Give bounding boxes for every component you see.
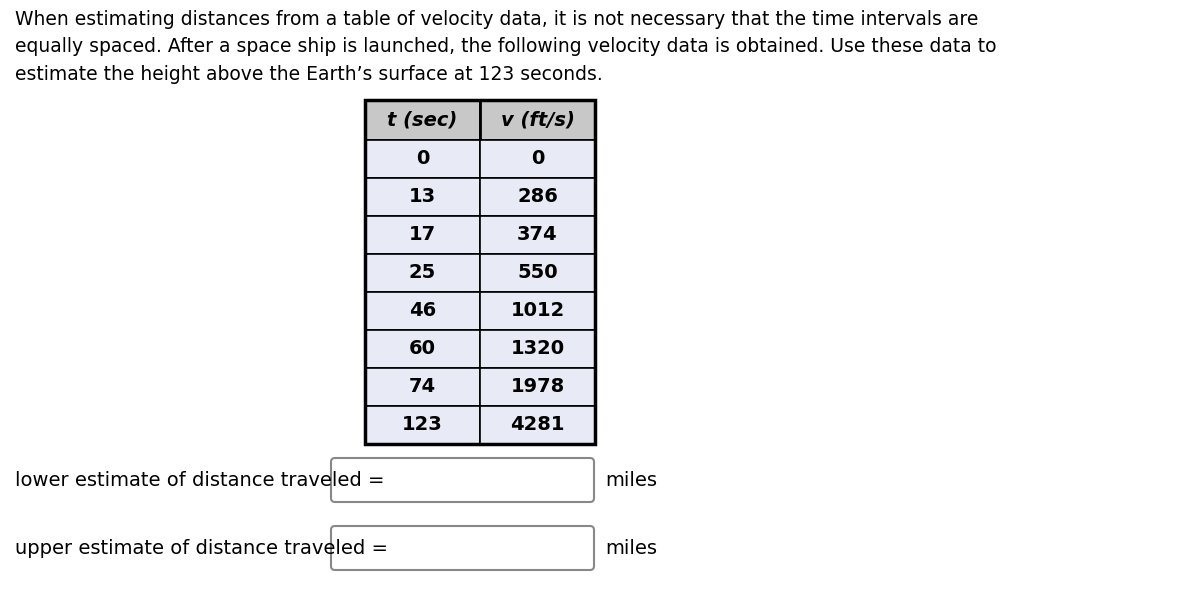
Text: miles: miles (605, 539, 658, 558)
Text: 25: 25 (409, 264, 436, 283)
Text: 74: 74 (409, 378, 436, 397)
Text: When estimating distances from a table of velocity data, it is not necessary tha: When estimating distances from a table o… (14, 10, 996, 84)
Text: 550: 550 (517, 264, 558, 283)
Text: 4281: 4281 (510, 415, 565, 434)
Bar (480, 292, 595, 330)
Bar (365, 100, 480, 140)
Text: 0: 0 (416, 150, 430, 169)
Bar (480, 330, 595, 368)
Text: 0: 0 (530, 150, 544, 169)
Text: 17: 17 (409, 226, 436, 245)
Text: t (sec): t (sec) (388, 110, 457, 129)
Bar (365, 254, 480, 292)
Bar (365, 406, 480, 444)
Bar (480, 100, 595, 140)
Text: miles: miles (605, 470, 658, 489)
Bar (480, 406, 595, 444)
Bar (365, 100, 595, 444)
Bar (365, 368, 480, 406)
Text: lower estimate of distance traveled =: lower estimate of distance traveled = (14, 470, 384, 489)
Bar (480, 140, 595, 178)
Text: 374: 374 (517, 226, 558, 245)
Text: 286: 286 (517, 188, 558, 207)
Text: 13: 13 (409, 188, 436, 207)
Bar (480, 254, 595, 292)
Text: upper estimate of distance traveled =: upper estimate of distance traveled = (14, 539, 388, 558)
Text: 1012: 1012 (510, 302, 565, 321)
Bar (365, 216, 480, 254)
Text: 46: 46 (409, 302, 436, 321)
Text: 60: 60 (409, 340, 436, 359)
Text: 1320: 1320 (510, 340, 564, 359)
Text: v (ft/s): v (ft/s) (500, 110, 575, 129)
Bar (365, 178, 480, 216)
Text: 123: 123 (402, 415, 443, 434)
Bar (365, 330, 480, 368)
Text: 1978: 1978 (510, 378, 565, 397)
FancyBboxPatch shape (331, 526, 594, 570)
Bar (480, 178, 595, 216)
Bar (365, 140, 480, 178)
FancyBboxPatch shape (331, 458, 594, 502)
Bar (480, 216, 595, 254)
Bar (365, 292, 480, 330)
Bar (480, 368, 595, 406)
